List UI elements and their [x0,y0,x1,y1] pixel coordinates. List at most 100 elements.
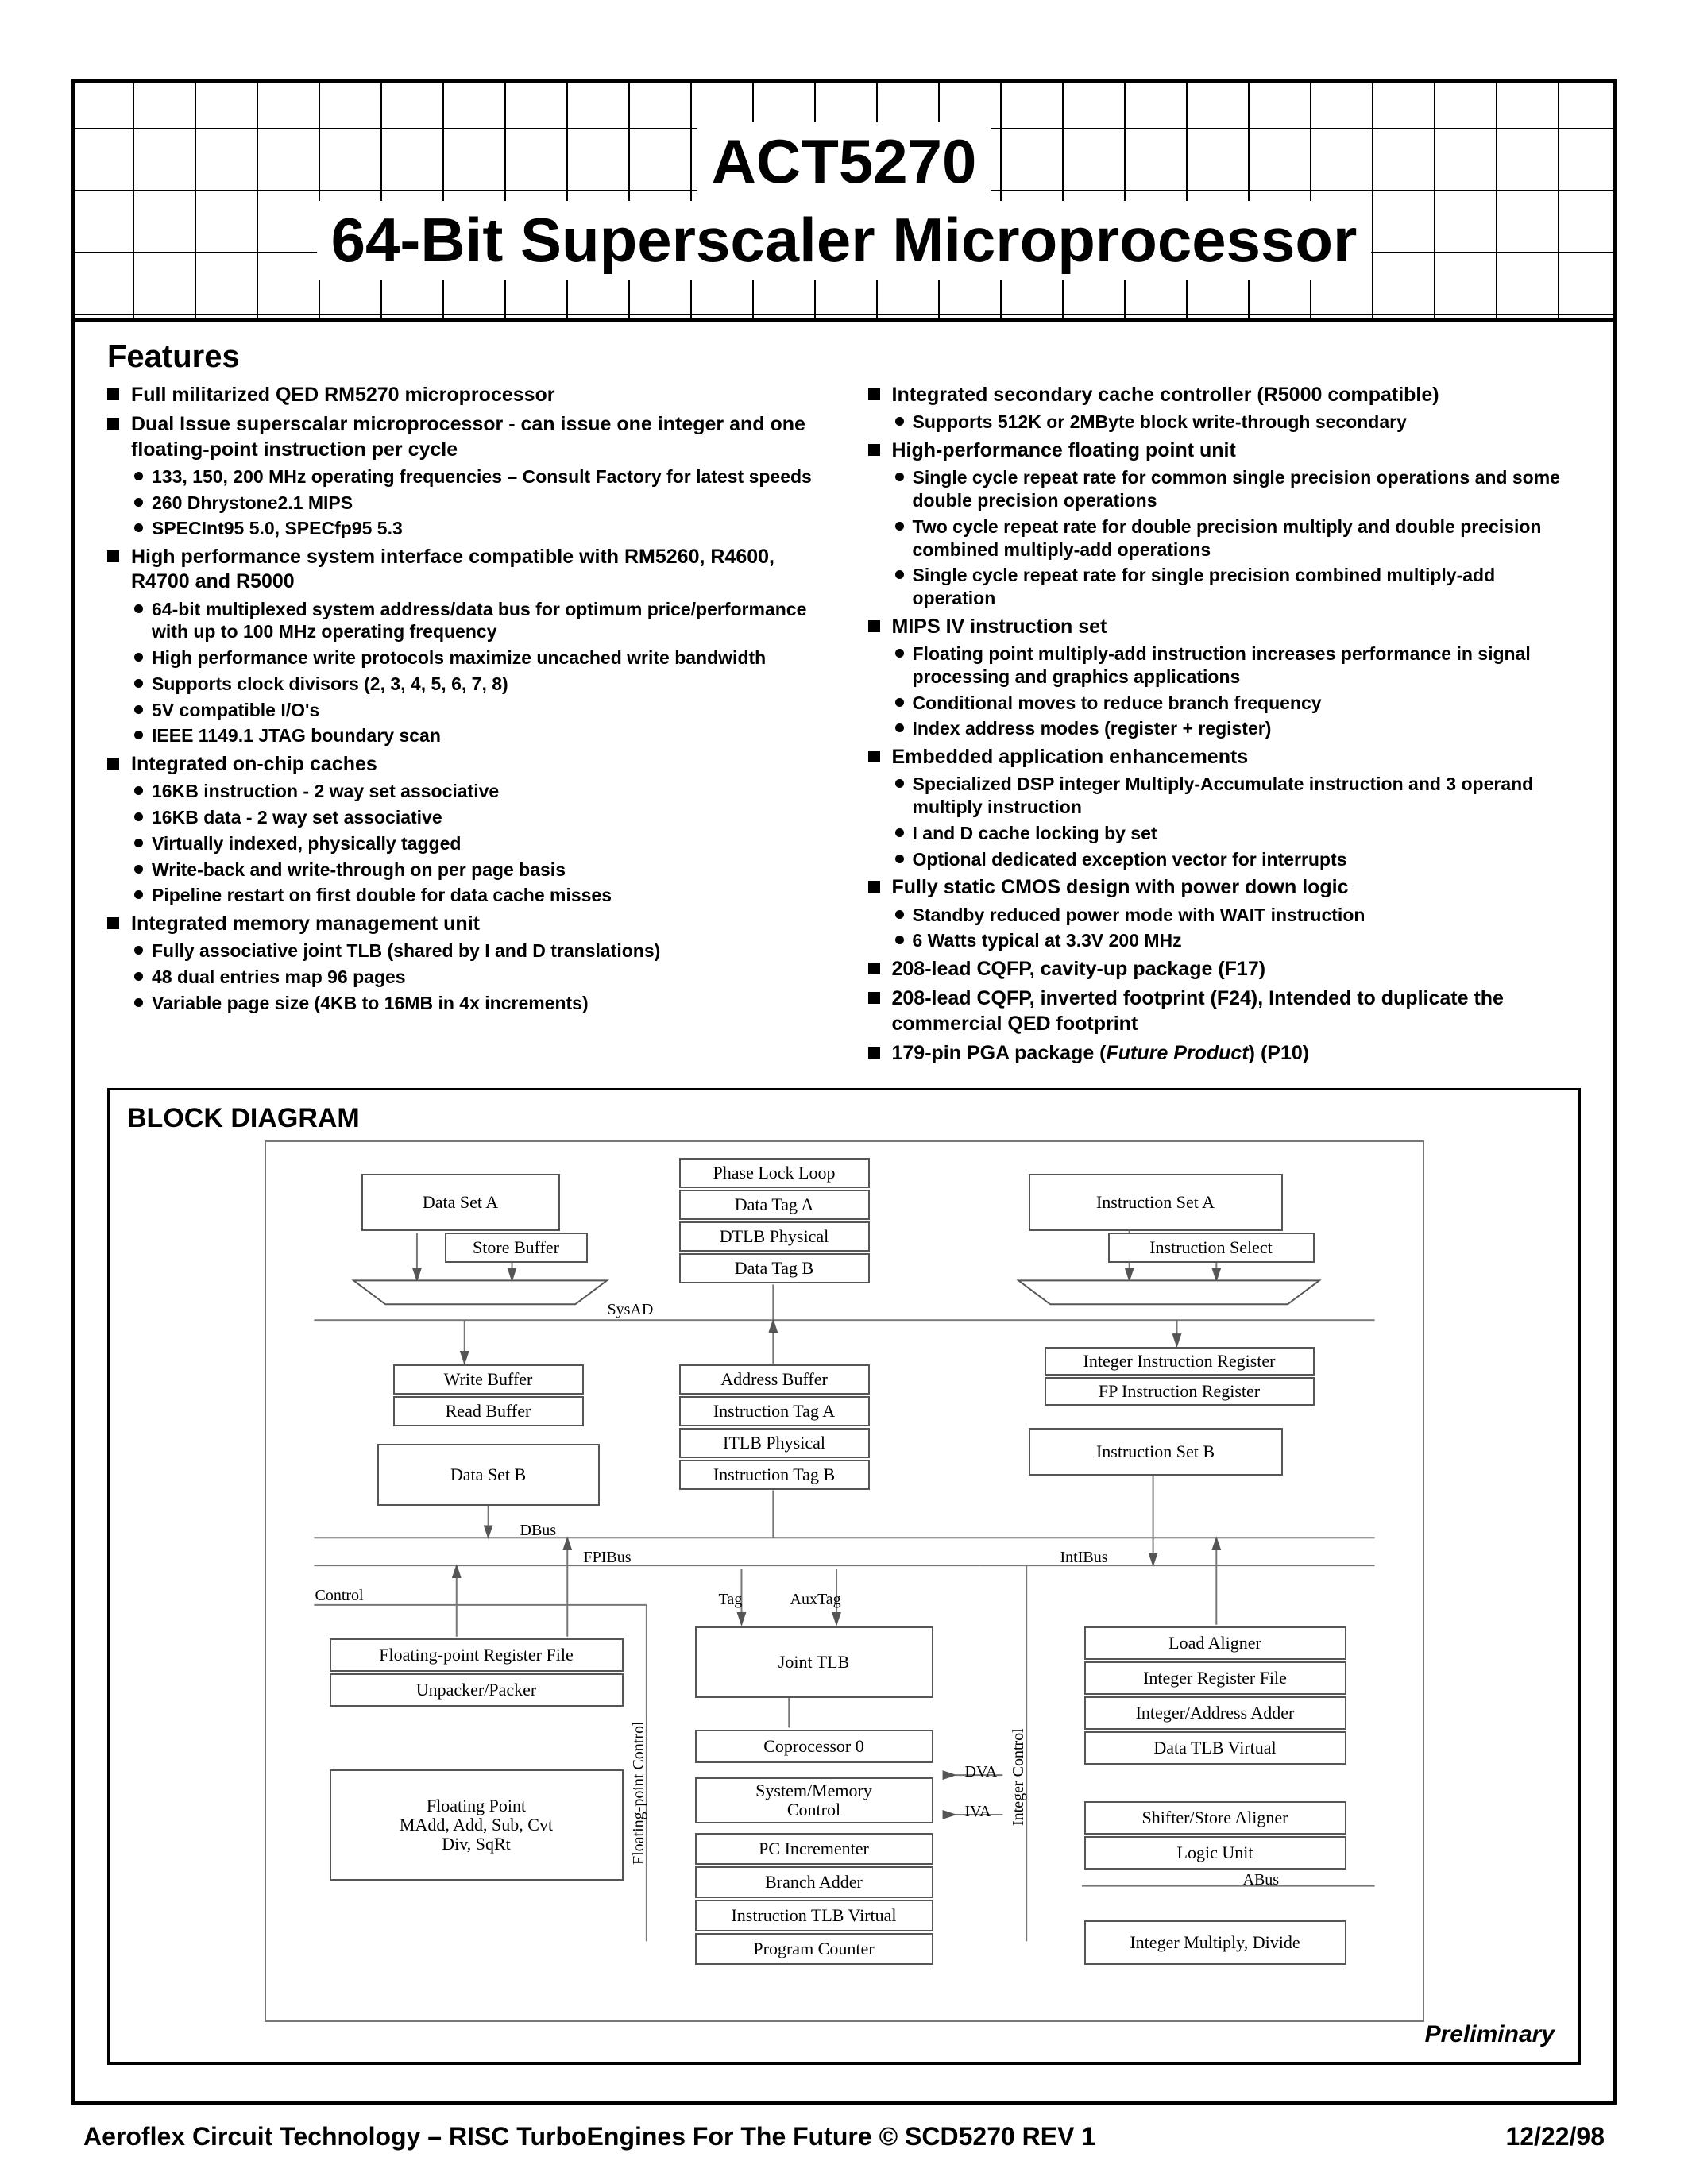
feature-item: Embedded application enhancements Special… [868,745,1582,870]
feature-subitem: 6 Watts typical at 3.3V 200 MHz [892,929,1582,952]
blk-store-buffer: Store Buffer [445,1233,588,1263]
blk-int-mult-div: Integer Multiply, Divide [1084,1920,1346,1965]
blk-unpacker: Unpacker/Packer [330,1673,624,1707]
blk-write-buffer: Write Buffer [393,1364,584,1395]
block-diagram-stage: Data Set A Store Buffer Phase Lock Loop … [265,1140,1424,2022]
blk-fp-reg-file: Floating-point Register File [330,1638,624,1672]
blk-instr-set-a: Instruction Set A [1029,1174,1283,1231]
feature-subitem: Virtually indexed, physically tagged [131,832,821,855]
blk-dtlb-physical: DTLB Physical [679,1221,870,1252]
feature-item: 208-lead CQFP, cavity-up package (F17) [868,957,1582,982]
feature-subitem: Write-back and write-through on per page… [131,859,821,882]
blk-itlb-physical: ITLB Physical [679,1428,870,1458]
blk-fp-ir: FP Instruction Register [1045,1377,1315,1406]
blk-read-buffer: Read Buffer [393,1396,584,1426]
feature-item: MIPS IV instruction setFloating point mu… [868,615,1582,740]
blk-joint-tlb: Joint TLB [695,1626,933,1698]
blk-branch-adder: Branch Adder [695,1866,933,1898]
feature-item: 179-pin PGA package (Future Product) (P1… [868,1041,1582,1066]
feature-item: Dual Issue superscalar microprocessor - … [107,412,821,540]
feature-subitem: Supports 512K or 2MByte block write-thro… [892,411,1582,434]
blk-program-counter: Program Counter [695,1933,933,1965]
feature-item: Full militarized QED RM5270 microprocess… [107,383,821,407]
footer-right: 12/22/98 [1505,2122,1605,2151]
blk-address-buffer: Address Buffer [679,1364,870,1395]
blk-pc-incrementer: PC Incrementer [695,1833,933,1865]
footer-left: Aeroflex Circuit Technology – RISC Turbo… [83,2122,1095,2151]
blk-instr-tlb-virtual: Instruction TLB Virtual [695,1900,933,1931]
lbl-fp-control: Floating-point Control [630,1666,648,1920]
blk-fp-unit: Floating Point MAdd, Add, Sub, Cvt Div, … [330,1769,624,1881]
feature-subitem: Single cycle repeat rate for common sing… [892,466,1582,512]
feature-subitem: Fully associative joint TLB (shared by I… [131,940,821,963]
feature-item: Fully static CMOS design with power down… [868,875,1582,952]
features-section: Features Full militarized QED RM5270 mic… [75,322,1613,1078]
lbl-fpibus: FPIBus [584,1549,632,1567]
blk-shifter-store: Shifter/Store Aligner [1084,1801,1346,1835]
block-diagram-title: BLOCK DIAGRAM [127,1103,1561,1134]
feature-item-text: Integrated memory management unit [131,913,480,935]
feature-item-text: 179-pin PGA package (Future Product) (P1… [892,1042,1310,1064]
features-heading: Features [107,339,1581,375]
feature-subitem: 5V compatible I/O's [131,699,821,722]
page-footer: Aeroflex Circuit Technology – RISC Turbo… [75,2122,1613,2151]
lbl-auxtag: AuxTag [790,1591,841,1609]
blk-cop0: Coprocessor 0 [695,1730,933,1763]
blk-instr-tag-b: Instruction Tag B [679,1460,870,1490]
block-diagram-panel: BLOCK DIAGRAM [107,1088,1581,2065]
feature-subitem: 133, 150, 200 MHz operating frequencies … [131,465,821,488]
blk-int-addr-adder: Integer/Address Adder [1084,1696,1346,1730]
feature-item-text: Embedded application enhancements [892,746,1249,768]
feature-item-text: Full militarized QED RM5270 microprocess… [131,384,555,406]
feature-item-text: Fully static CMOS design with power down… [892,876,1349,898]
feature-item-text: Dual Issue superscalar microprocessor - … [131,413,805,460]
blk-integer-ir: Integer Instruction Register [1045,1347,1315,1376]
title-line-2: 64-Bit Superscaler Microprocessor [317,201,1372,280]
blk-load-aligner: Load Aligner [1084,1626,1346,1660]
feature-item-text: 208-lead CQFP, inverted footprint (F24),… [892,987,1504,1034]
lbl-control: Control [315,1587,364,1605]
feature-subitem: 48 dual entries map 96 pages [131,966,821,989]
title-line-1: ACT5270 [697,122,991,201]
page-frame: ACT5270 64-Bit Superscaler Microprocesso… [71,79,1617,2105]
blk-data-tlb-virtual: Data TLB Virtual [1084,1731,1346,1765]
feature-item-text: Integrated secondary cache controller (R… [892,384,1439,406]
blk-sys-mem-ctrl: System/Memory Control [695,1777,933,1823]
lbl-sysad: SysAD [608,1301,654,1319]
feature-subitem: 16KB data - 2 way set associative [131,806,821,829]
feature-item-text: 208-lead CQFP, cavity-up package (F17) [892,958,1266,980]
feature-subitem: High performance write protocols maximiz… [131,646,821,669]
blk-data-tag-a: Data Tag A [679,1190,870,1220]
feature-item-text: High-performance floating point unit [892,439,1236,461]
lbl-tag: Tag [719,1591,743,1609]
feature-subitem: SPECInt95 5.0, SPECfp95 5.3 [131,517,821,540]
lbl-dbus: DBus [520,1522,557,1540]
feature-subitem: Supports clock divisors (2, 3, 4, 5, 6, … [131,673,821,696]
preliminary-label: Preliminary [1425,2021,1555,2048]
feature-subitem: Pipeline restart on first double for dat… [131,884,821,907]
features-col-right: Integrated secondary cache controller (R… [868,383,1582,1071]
blk-data-set-b: Data Set B [377,1444,600,1506]
feature-subitem: Single cycle repeat rate for single prec… [892,564,1582,610]
lbl-abus: ABus [1243,1871,1280,1889]
blk-instr-tag-a: Instruction Tag A [679,1396,870,1426]
feature-item: Integrated on-chip caches16KB instructio… [107,752,821,907]
blk-instr-select: Instruction Select [1108,1233,1315,1263]
blk-logic-unit: Logic Unit [1084,1836,1346,1870]
blk-instr-set-b: Instruction Set B [1029,1428,1283,1476]
feature-subitem: I and D cache locking by set [892,822,1582,845]
lbl-dva: DVA [965,1763,998,1781]
feature-subitem: Optional dedicated exception vector for … [892,848,1582,871]
feature-item: High performance system interface compat… [107,545,821,747]
feature-subitem: 16KB instruction - 2 way set associative [131,780,821,803]
feature-subitem: Specialized DSP integer Multiply-Accumul… [892,773,1582,819]
feature-subitem: IEEE 1149.1 JTAG boundary scan [131,724,821,747]
blk-data-set-a: Data Set A [361,1174,560,1231]
blk-pll: Phase Lock Loop [679,1158,870,1188]
lbl-intibus: IntIBus [1060,1549,1108,1567]
lbl-int-control: Integer Control [1010,1666,1028,1889]
feature-subitem: Index address modes (register + register… [892,717,1582,740]
features-col-left: Full militarized QED RM5270 microprocess… [107,383,821,1071]
feature-subitem: 260 Dhrystone2.1 MIPS [131,492,821,515]
feature-subitem: Two cycle repeat rate for double precisi… [892,515,1582,561]
